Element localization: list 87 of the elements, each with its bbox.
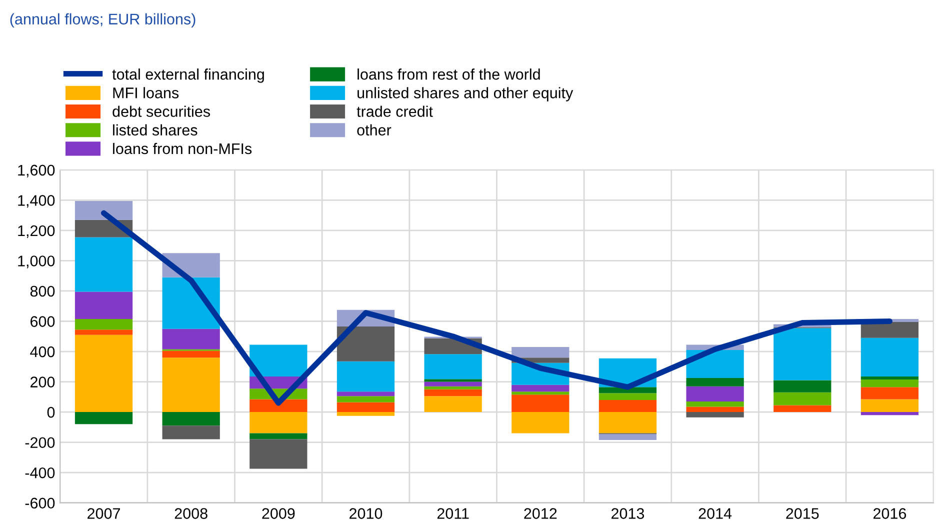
legend-label: other bbox=[357, 124, 392, 136]
bar bbox=[860, 338, 919, 376]
bar bbox=[860, 376, 919, 380]
bar bbox=[74, 334, 133, 412]
x-tick-label: 2012 bbox=[524, 508, 557, 519]
bar bbox=[424, 396, 482, 412]
y-tick-label: 1,600 bbox=[18, 164, 55, 178]
y-tick-label: -600 bbox=[25, 498, 55, 509]
bar bbox=[250, 439, 308, 469]
bar bbox=[336, 361, 395, 392]
legend-label: MFI loans bbox=[113, 87, 179, 98]
bar bbox=[250, 433, 308, 440]
bar bbox=[512, 392, 570, 395]
bar bbox=[512, 346, 570, 358]
y-tick-label: 800 bbox=[30, 286, 55, 297]
bar bbox=[74, 237, 133, 292]
chart-title: (annual flows; EUR billions) bbox=[10, 13, 196, 28]
bar bbox=[686, 406, 744, 412]
bar bbox=[598, 387, 657, 394]
bar bbox=[74, 412, 133, 424]
bar bbox=[336, 392, 395, 396]
bar bbox=[74, 292, 133, 319]
bar bbox=[424, 386, 482, 390]
bar bbox=[512, 394, 570, 412]
bar bbox=[598, 434, 657, 440]
x-tick-label: 2008 bbox=[174, 508, 208, 519]
bar bbox=[686, 401, 744, 407]
y-tick-label: -200 bbox=[25, 437, 55, 448]
legend-label: loans from rest of the world bbox=[358, 68, 540, 80]
bar bbox=[162, 412, 220, 426]
bar bbox=[598, 412, 657, 434]
legend-label: unlisted shares and other equity bbox=[358, 87, 574, 102]
y-tick-label: 200 bbox=[30, 376, 55, 388]
x-tick-label: 2013 bbox=[612, 508, 644, 519]
bar bbox=[336, 402, 395, 412]
bar bbox=[336, 412, 395, 416]
bar bbox=[598, 400, 657, 412]
bar bbox=[774, 380, 832, 392]
bar bbox=[250, 344, 308, 376]
bar bbox=[336, 326, 395, 362]
x-tick-label: 2016 bbox=[873, 508, 906, 519]
bar bbox=[860, 399, 919, 412]
x-tick-label: 2009 bbox=[262, 508, 295, 519]
bar bbox=[424, 379, 482, 382]
bar bbox=[74, 318, 133, 330]
bar bbox=[686, 386, 744, 402]
bar bbox=[860, 322, 919, 338]
bar bbox=[424, 389, 482, 396]
bar bbox=[424, 354, 482, 380]
bar bbox=[860, 387, 919, 400]
bar bbox=[774, 405, 832, 412]
x-tick-label: 2014 bbox=[698, 508, 732, 519]
bar bbox=[860, 380, 919, 388]
bar bbox=[512, 384, 570, 392]
bar bbox=[860, 412, 919, 416]
bar bbox=[424, 382, 482, 386]
bar bbox=[774, 328, 832, 380]
bar bbox=[774, 392, 832, 406]
y-tick-label: 0 bbox=[47, 406, 55, 418]
bar bbox=[250, 399, 308, 412]
x-tick-label: 2015 bbox=[786, 508, 819, 519]
y-tick-label: 400 bbox=[30, 346, 55, 358]
bar bbox=[162, 350, 220, 358]
y-tick-label: 600 bbox=[30, 316, 55, 327]
bar bbox=[336, 396, 395, 402]
bar bbox=[512, 412, 570, 434]
legend-label: debt securities bbox=[112, 106, 210, 117]
legend-label: trade credit bbox=[356, 106, 433, 117]
x-tick-label: 2010 bbox=[350, 508, 382, 519]
bar bbox=[162, 328, 220, 350]
bar bbox=[162, 426, 220, 440]
y-tick-label: 1,400 bbox=[18, 195, 55, 208]
y-tick-label: 1,200 bbox=[18, 225, 55, 238]
y-tick-label: 1,000 bbox=[18, 256, 55, 268]
x-tick-label: 2007 bbox=[88, 508, 120, 519]
bar bbox=[598, 393, 657, 400]
bar bbox=[74, 330, 133, 335]
bar bbox=[686, 378, 744, 386]
bar bbox=[250, 412, 308, 434]
bar bbox=[74, 200, 133, 220]
legend-label: loans from non-MFIs bbox=[113, 142, 252, 154]
legend-label: total external financing bbox=[112, 68, 264, 83]
y-tick-label: -400 bbox=[25, 467, 55, 478]
bar bbox=[162, 358, 220, 412]
legend-label: listed shares bbox=[113, 124, 198, 136]
x-tick-label: 2011 bbox=[437, 508, 469, 519]
bar bbox=[686, 412, 744, 418]
